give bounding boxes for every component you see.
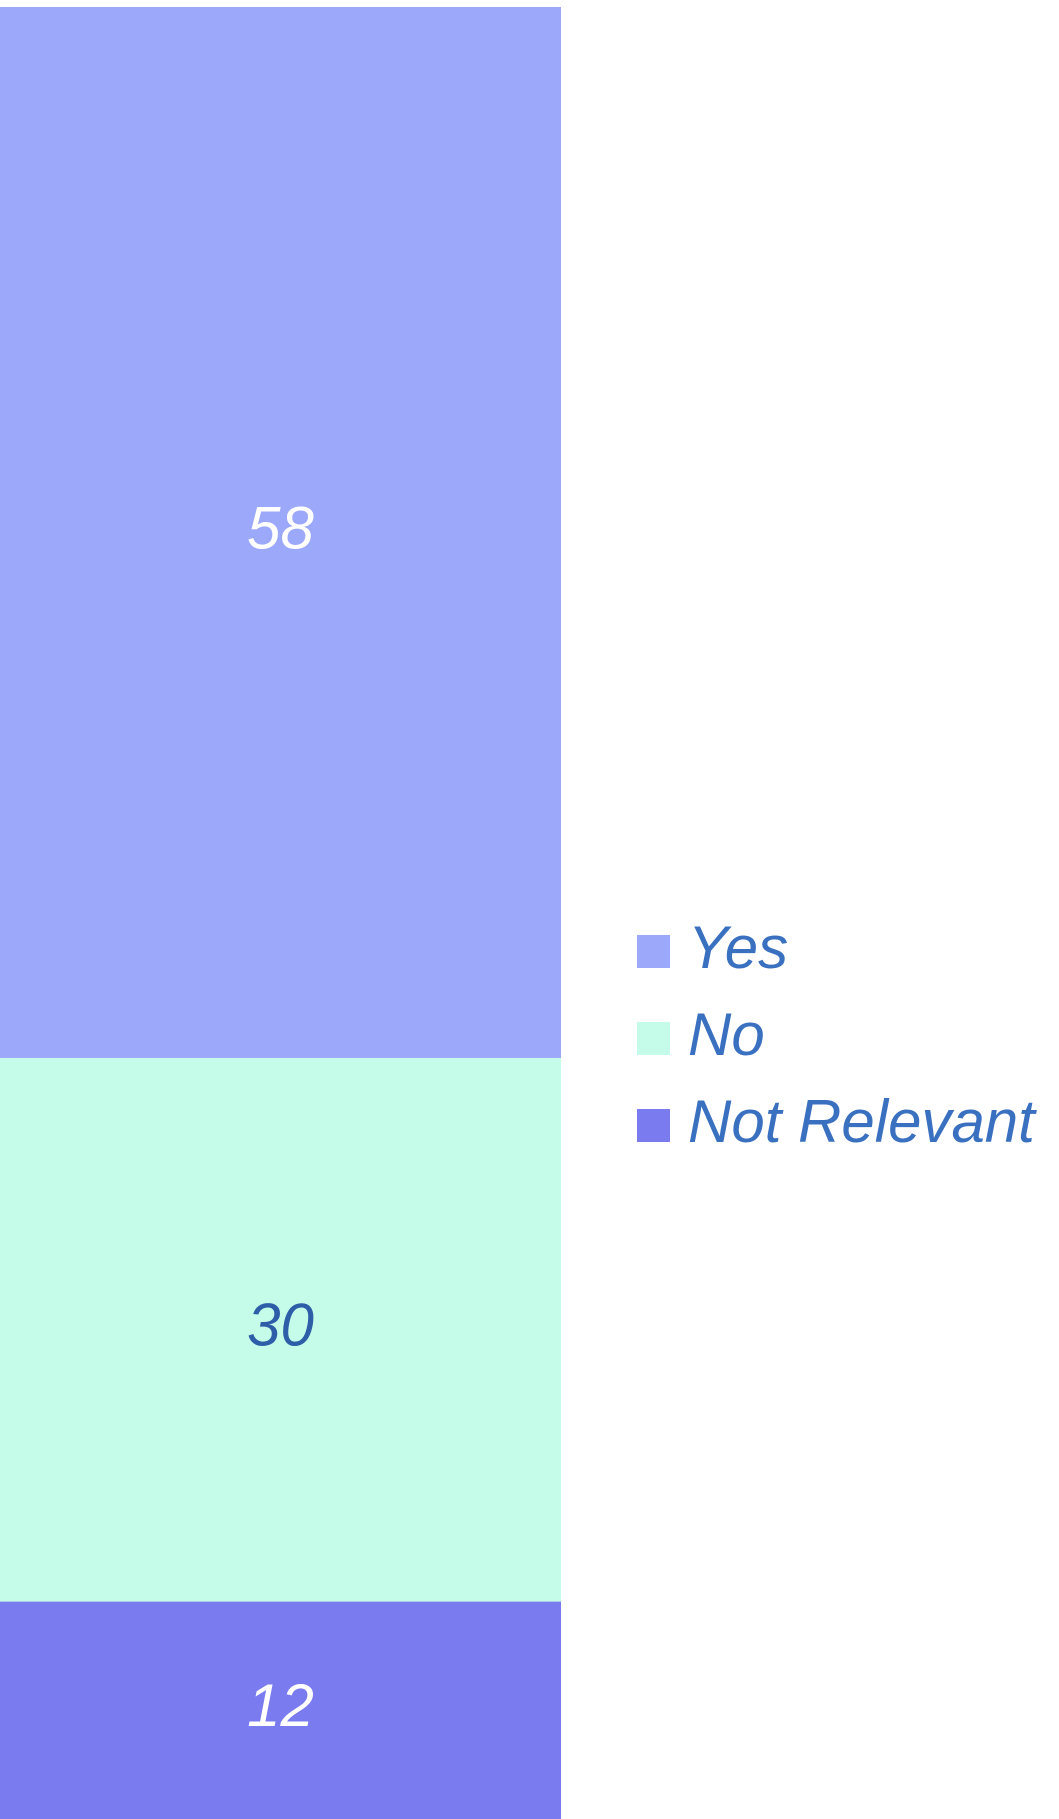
legend-swatch	[637, 935, 670, 968]
data-label: 30	[247, 1292, 314, 1359]
bar-segment	[0, 1057, 561, 1602]
legend-swatch	[637, 1109, 670, 1142]
legend-label: Yes	[688, 914, 788, 981]
legend-label: No	[688, 1001, 765, 1068]
bar-segment	[0, 7, 561, 1058]
bar-segment	[0, 1601, 561, 1819]
legend-label: Not Relevant	[688, 1088, 1037, 1155]
data-label: 12	[247, 1672, 314, 1739]
data-label: 58	[247, 494, 314, 561]
legend-swatch	[637, 1022, 670, 1055]
